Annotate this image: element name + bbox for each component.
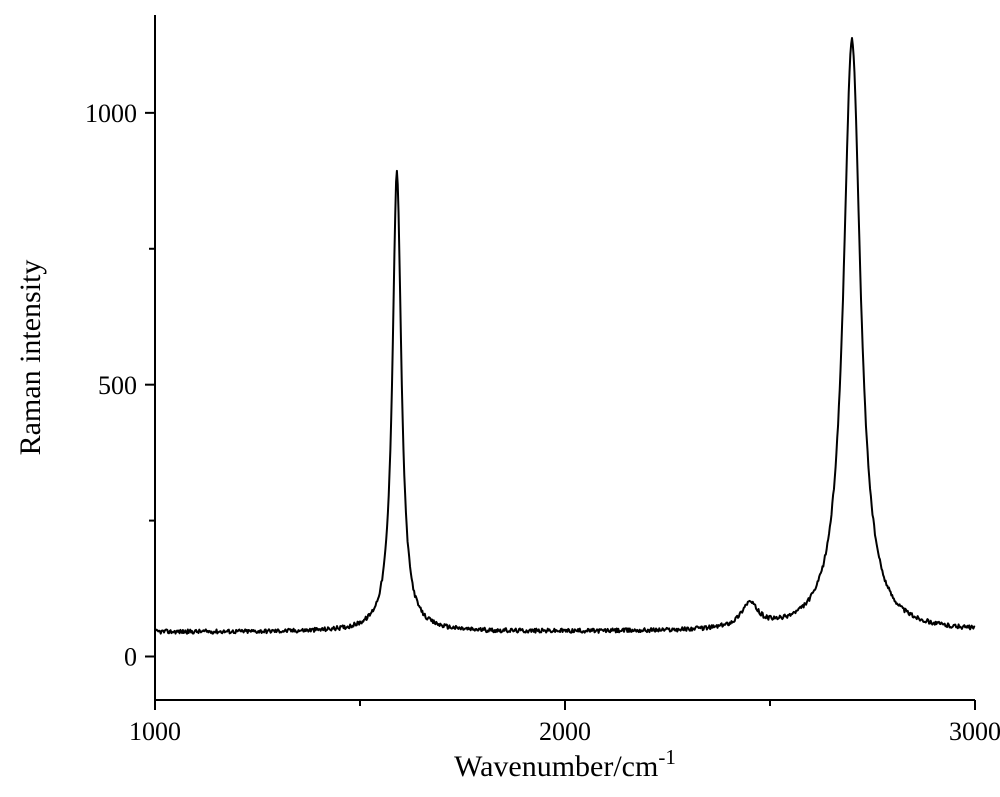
y-tick-label: 500 (98, 371, 137, 400)
spectrum-trace (155, 38, 975, 634)
y-tick-label: 0 (124, 643, 137, 672)
raman-spectrum-chart: 1000 2000 3000 0 500 1000 Wavenumber/cm-1 Raman… (0, 0, 1000, 797)
x-axis-label: Wavenumber/cm-1 (454, 745, 676, 783)
x-tick-label: 3000 (949, 717, 1000, 746)
y-axis-label: Raman intensity (14, 260, 47, 456)
y-tick-label: 1000 (85, 99, 137, 128)
chart-svg: 1000 2000 3000 0 500 1000 Wavenumber/cm-1 Raman… (0, 0, 1000, 797)
x-tick-label: 2000 (539, 717, 591, 746)
x-tick-label: 1000 (129, 717, 181, 746)
